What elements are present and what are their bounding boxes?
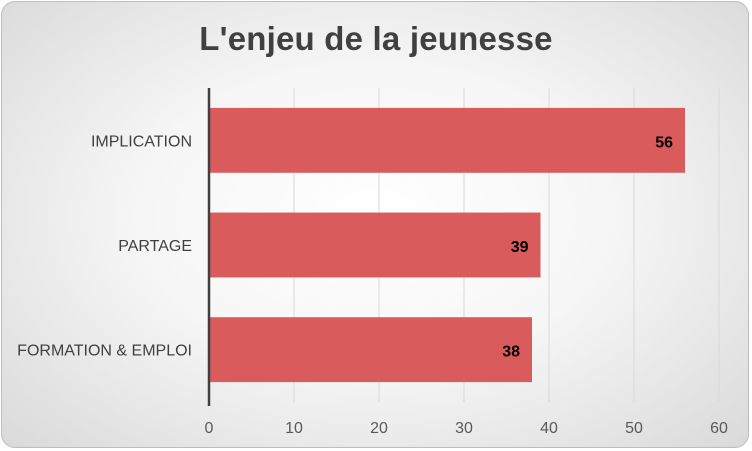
data-label: 39 bbox=[511, 239, 529, 256]
bar bbox=[209, 212, 541, 278]
x-tick-label: 0 bbox=[205, 420, 214, 437]
x-tick-label: 20 bbox=[370, 420, 388, 437]
x-tick-label: 40 bbox=[540, 420, 558, 437]
category-label: PARTAGE bbox=[118, 238, 192, 255]
chart-title: L'enjeu de la jeunesse bbox=[199, 20, 553, 57]
x-tick-label: 60 bbox=[710, 420, 728, 437]
category-label: IMPLICATION bbox=[91, 133, 192, 150]
data-label: 56 bbox=[655, 134, 673, 151]
bar bbox=[209, 107, 685, 173]
bar bbox=[209, 317, 532, 383]
category-label: FORMATION & EMPLOI bbox=[17, 343, 192, 360]
x-tick-label: 10 bbox=[285, 420, 303, 437]
x-tick-label: 30 bbox=[455, 420, 473, 437]
x-tick-label: 50 bbox=[625, 420, 643, 437]
data-label: 38 bbox=[502, 344, 520, 361]
